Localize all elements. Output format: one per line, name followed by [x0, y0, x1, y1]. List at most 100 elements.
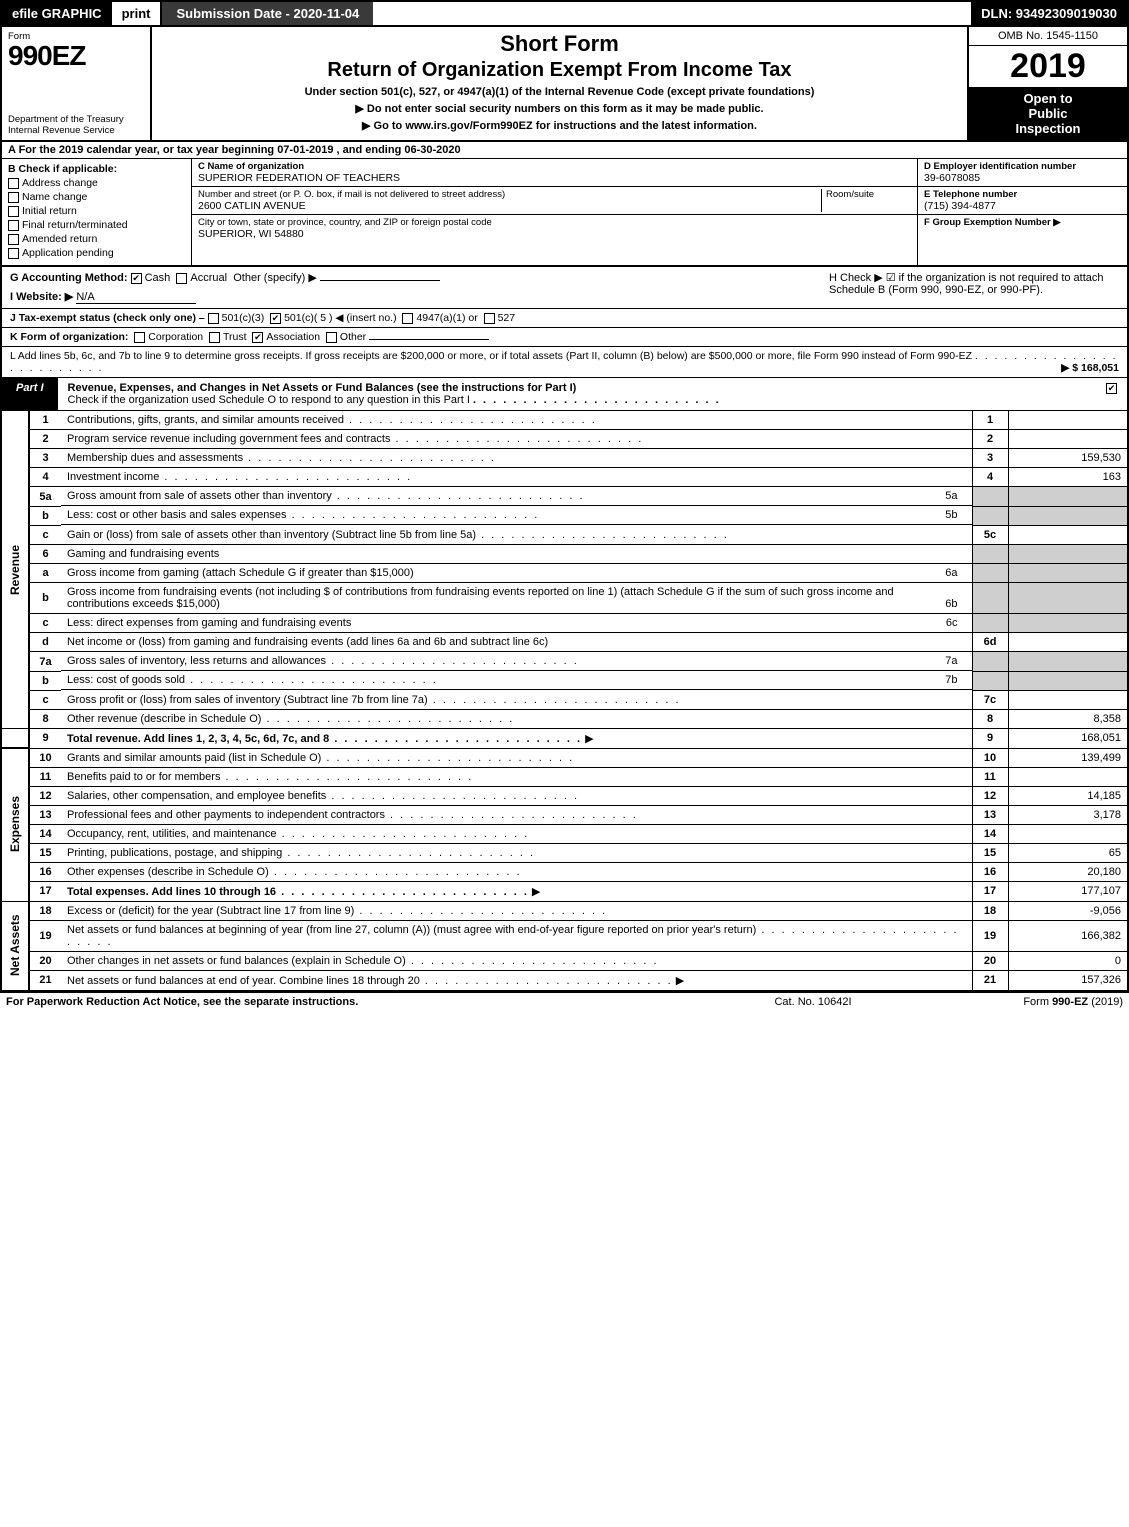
- header-right: OMB No. 1545-1150 2019 Open to Public In…: [967, 27, 1127, 140]
- street-label: Number and street (or P. O. box, if mail…: [198, 189, 821, 200]
- cn-shade: [972, 614, 1008, 633]
- ld: Printing, publications, postage, and shi…: [67, 847, 535, 859]
- table-row: 17 Total expenses. Add lines 10 through …: [1, 881, 1128, 901]
- table-row: 19 Net assets or fund balances at beginn…: [1, 920, 1128, 951]
- part1-title-wrap: Revenue, Expenses, and Changes in Net As…: [58, 378, 1099, 410]
- footer-center: Cat. No. 10642I: [703, 996, 923, 1008]
- chk-part1-schedo[interactable]: [1106, 383, 1117, 394]
- cn: 18: [972, 901, 1008, 920]
- website-value: N/A: [76, 291, 196, 304]
- lbl-527: 527: [498, 312, 516, 324]
- part1-dots: [473, 394, 721, 406]
- city-label: City or town, state or province, country…: [198, 217, 911, 228]
- ln: 3: [29, 449, 61, 468]
- ld: Excess or (deficit) for the year (Subtra…: [67, 905, 607, 917]
- vlabel-netassets: Net Assets: [1, 901, 29, 990]
- form-number: 990EZ: [8, 42, 144, 70]
- ln: c: [29, 525, 61, 544]
- cn: 12: [972, 786, 1008, 805]
- ld: Gross profit or (loss) from sales of inv…: [67, 694, 681, 706]
- chk-final-return[interactable]: [8, 220, 19, 231]
- print-button[interactable]: print: [112, 2, 163, 25]
- chk-assoc[interactable]: [252, 332, 263, 343]
- ln: 14: [29, 824, 61, 843]
- ln: 12: [29, 786, 61, 805]
- cv-shade: [1008, 487, 1128, 507]
- lbl-4947: 4947(a)(1) or: [416, 312, 477, 324]
- chk-corp[interactable]: [134, 332, 145, 343]
- other-org-input[interactable]: [369, 339, 489, 340]
- f-label: F Group Exemption Number ▶: [924, 217, 1121, 228]
- lbl-initial-return: Initial return: [22, 205, 77, 217]
- cv: 157,326: [1008, 970, 1128, 990]
- part1-header: Part I Revenue, Expenses, and Changes in…: [0, 378, 1129, 411]
- page-footer: For Paperwork Reduction Act Notice, see …: [0, 991, 1129, 1011]
- lbl-name-change: Name change: [22, 191, 87, 203]
- cv: [1008, 690, 1128, 709]
- lbl-final-return: Final return/terminated: [22, 219, 128, 231]
- ld: Gross income from fundraising events (no…: [67, 586, 937, 610]
- chk-4947[interactable]: [402, 313, 413, 324]
- chk-other-org[interactable]: [326, 332, 337, 343]
- ld: Other expenses (describe in Schedule O): [67, 866, 522, 878]
- ln: 17: [29, 881, 61, 901]
- cv: 159,530: [1008, 449, 1128, 468]
- cv: 65: [1008, 843, 1128, 862]
- other-specify-input[interactable]: [320, 280, 440, 281]
- part1-check-line: Check if the organization used Schedule …: [68, 394, 470, 406]
- cn-shade: [972, 671, 1008, 690]
- ln: 16: [29, 862, 61, 881]
- box-def: D Employer identification number 39-6078…: [917, 159, 1127, 265]
- cn: 15: [972, 843, 1008, 862]
- chk-trust[interactable]: [209, 332, 220, 343]
- sn: 5a: [937, 490, 965, 502]
- ssn-warning: ▶ Do not enter social security numbers o…: [162, 102, 957, 115]
- table-row: 4 Investment income 4 163: [1, 468, 1128, 487]
- chk-initial-return[interactable]: [8, 206, 19, 217]
- ld: Gain or (loss) from sale of assets other…: [67, 529, 729, 541]
- goto-link[interactable]: ▶ Go to www.irs.gov/Form990EZ for instru…: [162, 119, 957, 132]
- ln: 19: [29, 920, 61, 951]
- cn: 17: [972, 881, 1008, 901]
- i-label: I Website: ▶: [10, 291, 73, 303]
- lbl-other: Other (specify) ▶: [233, 272, 317, 284]
- chk-501c[interactable]: [270, 313, 281, 324]
- chk-name-change[interactable]: [8, 192, 19, 203]
- table-row: c Gain or (loss) from sale of assets oth…: [1, 525, 1128, 544]
- efile-graphic-button[interactable]: efile GRAPHIC: [2, 2, 112, 25]
- irs-label: Internal Revenue Service: [8, 125, 144, 136]
- table-row: 16 Other expenses (describe in Schedule …: [1, 862, 1128, 881]
- chk-address-change[interactable]: [8, 178, 19, 189]
- sn: 6b: [937, 598, 965, 610]
- cv-shade: [1008, 583, 1128, 614]
- open-line2: Public: [971, 106, 1125, 121]
- ln: c: [29, 690, 61, 709]
- chk-cash[interactable]: [131, 273, 142, 284]
- footer-left: For Paperwork Reduction Act Notice, see …: [6, 996, 703, 1008]
- cn: 5c: [972, 525, 1008, 544]
- ld: Net income or (loss) from gaming and fun…: [61, 633, 972, 652]
- chk-app-pending[interactable]: [8, 248, 19, 259]
- table-row: b Less: cost or other basis and sales ex…: [1, 506, 1128, 525]
- ld: Less: cost of goods sold: [67, 674, 937, 686]
- table-row: Net Assets 18 Excess or (deficit) for th…: [1, 901, 1128, 920]
- chk-527[interactable]: [484, 313, 495, 324]
- cv: [1008, 767, 1128, 786]
- org-name: SUPERIOR FEDERATION OF TEACHERS: [198, 172, 911, 184]
- vlabel-revenue: Revenue: [1, 411, 29, 728]
- c-label: C Name of organization: [198, 161, 911, 172]
- sn: 7a: [937, 655, 965, 667]
- ld: Gross income from gaming (attach Schedul…: [67, 567, 937, 579]
- chk-501c3[interactable]: [208, 313, 219, 324]
- chk-amended[interactable]: [8, 234, 19, 245]
- chk-accrual[interactable]: [176, 273, 187, 284]
- lbl-501c3: 501(c)(3): [222, 312, 265, 324]
- dln-label: DLN: 93492309019030: [971, 2, 1127, 25]
- cn: 13: [972, 805, 1008, 824]
- table-row: d Net income or (loss) from gaming and f…: [1, 633, 1128, 652]
- ln: d: [29, 633, 61, 652]
- ld: Membership dues and assessments: [67, 452, 496, 464]
- ln: b: [29, 583, 61, 614]
- e-label: E Telephone number: [924, 189, 1121, 200]
- part1-table: Revenue 1 Contributions, gifts, grants, …: [0, 411, 1129, 991]
